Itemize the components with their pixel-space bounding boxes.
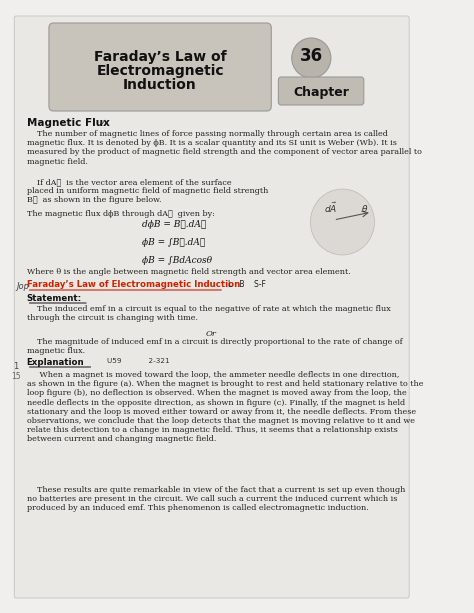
Text: The magnitude of induced emf in a circuit is directly proportional to the rate o: The magnitude of induced emf in a circui… [27, 338, 402, 355]
Text: Where θ is the angle between magnetic field strength and vector area element.: Where θ is the angle between magnetic fi… [27, 268, 350, 276]
Text: 1: 1 [13, 362, 18, 371]
Text: These results are quite remarkable in view of the fact that a current is set up : These results are quite remarkable in vi… [27, 486, 405, 512]
Text: The magnetic flux dϕB through dA⃗  given by:: The magnetic flux dϕB through dA⃗ given … [27, 210, 215, 218]
Text: 36: 36 [300, 47, 323, 65]
FancyBboxPatch shape [49, 23, 271, 111]
Text: $d\vec{A}$: $d\vec{A}$ [324, 201, 337, 215]
Text: 15: 15 [11, 372, 21, 381]
Ellipse shape [310, 189, 374, 255]
Text: Faraday’s Law of Electromagnetic Induction: Faraday’s Law of Electromagnetic Inducti… [27, 280, 240, 289]
Text: ϕB = ∫B⃗.dA⃗: ϕB = ∫B⃗.dA⃗ [142, 238, 206, 247]
Text: When a magnet is moved toward the loop, the ammeter needle deflects in one direc: When a magnet is moved toward the loop, … [27, 371, 423, 443]
Text: The number of magnetic lines of force passing normally through certain area is c: The number of magnetic lines of force pa… [27, 130, 421, 166]
Text: $\theta$: $\theta$ [361, 202, 368, 213]
Text: dϕB = B⃗.dA⃗: dϕB = B⃗.dA⃗ [142, 220, 207, 229]
Text: U59            2-321: U59 2-321 [107, 358, 169, 364]
Text: Electromagnetic: Electromagnetic [96, 64, 224, 78]
Text: Jop: Jop [16, 282, 29, 291]
Text: If dA⃗  is the vector area element of the surface
placed in uniform magnetic fie: If dA⃗ is the vector area element of the… [27, 178, 268, 204]
FancyBboxPatch shape [14, 16, 409, 598]
Text: ✓: ✓ [100, 118, 107, 127]
FancyBboxPatch shape [278, 77, 364, 105]
Text: Induction: Induction [123, 78, 197, 92]
Text: Magnetic Flux: Magnetic Flux [27, 118, 109, 128]
Text: Or: Or [205, 330, 216, 338]
Text: Statement:: Statement: [27, 294, 82, 303]
Text: ϕB = ∫BdAcosθ: ϕB = ∫BdAcosθ [142, 256, 212, 265]
Text: Faraday’s Law of: Faraday’s Law of [94, 50, 227, 64]
Text: L   B    S-F: L B S-F [228, 280, 265, 289]
Ellipse shape [292, 38, 331, 78]
Text: Chapter: Chapter [293, 85, 349, 99]
Text: Explanation: Explanation [27, 358, 84, 367]
Text: The induced emf in a circuit is equal to the negative of rate at which the magne: The induced emf in a circuit is equal to… [27, 305, 391, 322]
